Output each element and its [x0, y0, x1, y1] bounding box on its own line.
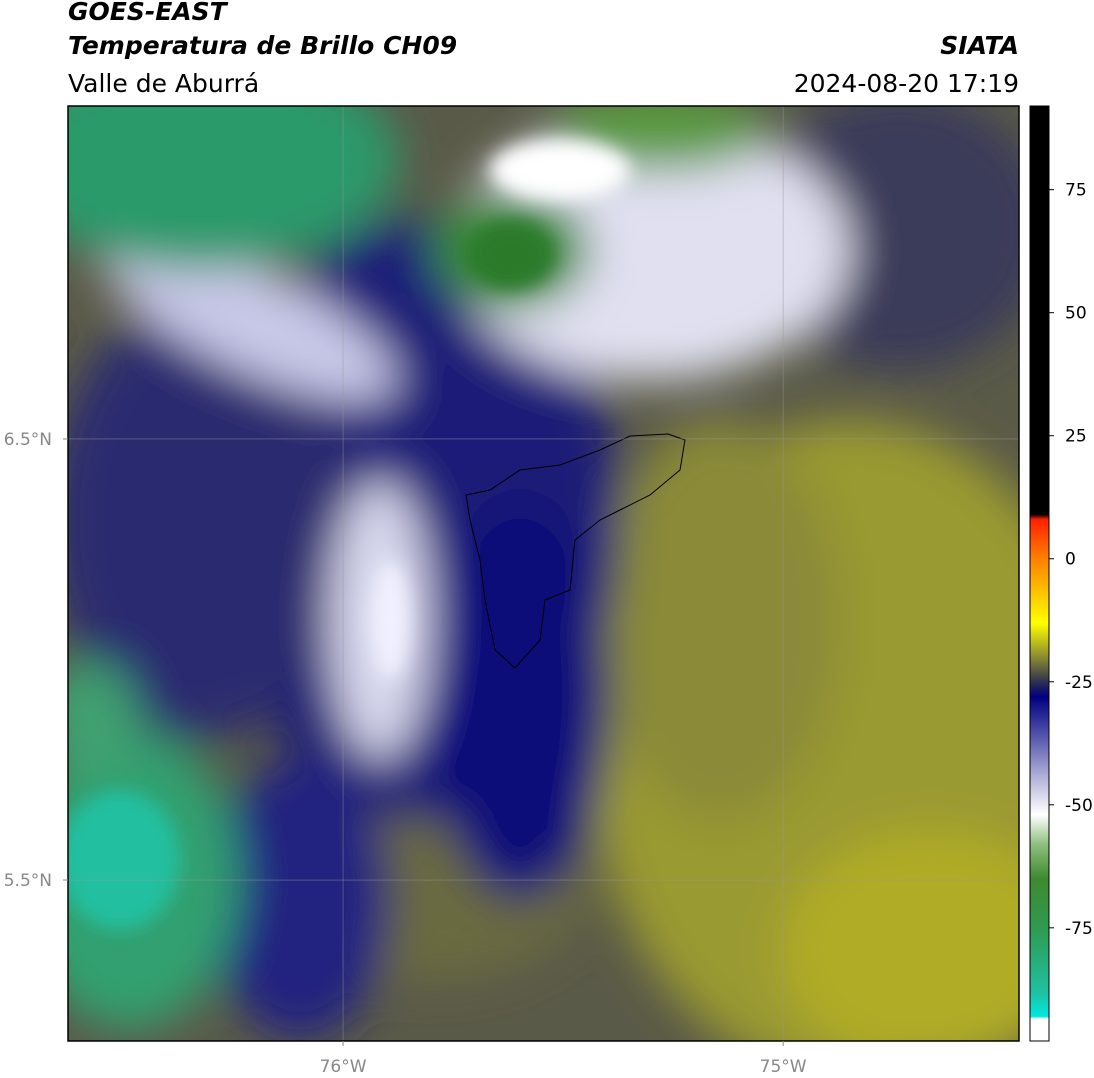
colorbar-tick-label: 50: [1065, 304, 1087, 324]
timestamp: 2024-08-20 17:19: [794, 69, 1019, 98]
colorbar-tick-label: -25: [1065, 673, 1093, 693]
grid: [68, 106, 1019, 1041]
valley-boundary: [465, 433, 686, 669]
colorbar-tick-label: 75: [1065, 181, 1087, 201]
x-tick-label: 76°W: [320, 1057, 367, 1077]
colorbar: [1029, 105, 1050, 1042]
colorbar-tick-label: 0: [1065, 550, 1076, 570]
region: Valle de Aburrá: [68, 69, 259, 98]
y-tick-label: 6.5°N: [4, 430, 52, 450]
subtitle: Temperatura de Brillo CH09: [68, 31, 457, 60]
source: SIATA: [940, 31, 1019, 60]
map-frame: [67, 105, 1020, 1042]
title: GOES-EAST: [68, 0, 229, 26]
colorbar-tick-label: 25: [1065, 427, 1087, 447]
colorbar-tick-label: -75: [1065, 919, 1093, 939]
satellite-image: [68, 106, 1019, 1041]
colorbar-tick-label: -50: [1065, 796, 1093, 816]
y-tick-label: 5.5°N: [4, 871, 52, 891]
x-tick-label: 75°W: [760, 1057, 807, 1077]
